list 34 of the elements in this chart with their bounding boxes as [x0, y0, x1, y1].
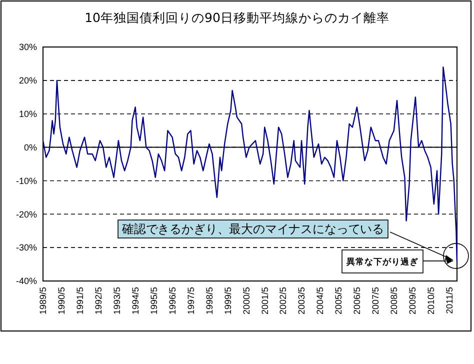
x-tick-label: 1993/5	[112, 287, 122, 315]
y-tick-label: -30%	[16, 242, 37, 253]
x-tick-label: 2006/5	[352, 287, 362, 315]
x-tick-label: 2011/5	[444, 287, 454, 314]
x-tick-label: 1994/5	[130, 287, 140, 315]
x-tick-label: 2007/5	[370, 287, 381, 315]
y-tick-label: 10%	[18, 109, 37, 120]
x-tick-label: 1991/5	[75, 287, 86, 315]
x-tick-label: 2005/5	[334, 287, 344, 315]
x-tick-label: 1995/5	[148, 287, 159, 315]
x-tick-label: 1998/5	[204, 287, 214, 315]
y-tick-label: -10%	[16, 176, 37, 186]
x-tick-label: 1999/5	[222, 287, 233, 315]
x-tick-label: 2010/5	[426, 287, 436, 315]
x-tick-label: 1990/5	[56, 287, 67, 315]
y-tick-label: 0%	[24, 142, 37, 152]
annotation: 異常な下がり過ぎ	[346, 256, 418, 268]
x-tick-label: 1989/5	[38, 287, 48, 315]
x-tick-label: 2002/5	[278, 287, 288, 315]
y-tick-label: 30%	[18, 42, 37, 52]
x-tick-label: 2000/5	[241, 287, 252, 315]
x-tick-label: 1997/5	[186, 287, 196, 315]
y-tick-label: -40%	[16, 276, 37, 286]
y-tick-label: -20%	[16, 209, 37, 220]
y-tick-label: 20%	[18, 76, 37, 86]
x-tick-label: 2001/5	[260, 287, 270, 315]
x-tick-label: 1992/5	[94, 287, 104, 315]
annotation: 確認できるかぎり、最大のマイナスになっている	[121, 222, 386, 236]
x-tick-label: 2008/5	[389, 287, 400, 315]
x-tick-label: 2003/5	[296, 287, 307, 315]
x-tick-label: 1996/5	[167, 287, 178, 315]
chart-title: 10年独国債利回りの90日移動平均線からのカイ離率	[84, 10, 390, 25]
x-tick-label: 2004/5	[315, 287, 326, 315]
x-tick-label: 2009/5	[408, 287, 418, 315]
